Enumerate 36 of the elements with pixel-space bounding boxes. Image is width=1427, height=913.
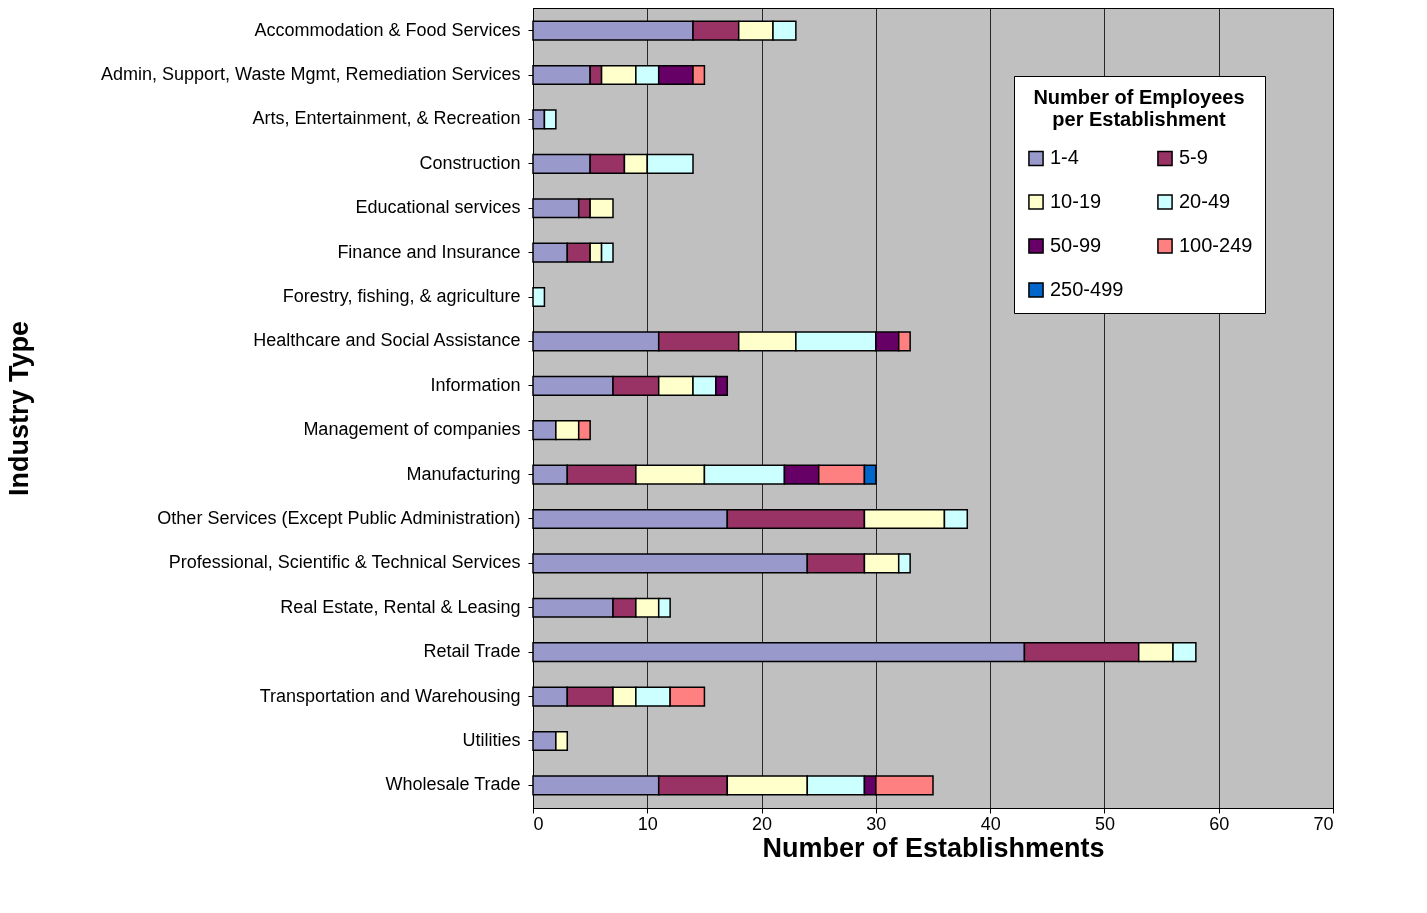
y-tick-label: Professional, Scientific & Technical Services	[168, 552, 521, 573]
y-tick-label: Utilities	[462, 729, 521, 750]
y-tick-label: Educational services	[355, 197, 521, 218]
legend-label: 20-49	[1179, 190, 1231, 212]
legend-label: 250-499	[1050, 278, 1124, 300]
x-tick-label: 30	[866, 813, 887, 834]
y-tick-label: Forestry, fishing, & agriculture	[282, 286, 521, 307]
legend-title: Number of Employees per Establishment	[1033, 86, 1245, 130]
y-tick-label: Healthcare and Social Assistance	[253, 330, 521, 351]
y-axis-title: Industry Type	[3, 320, 34, 497]
legend-label: 1-4	[1050, 146, 1079, 169]
y-tick-label: Wholesale Trade	[385, 774, 521, 795]
y-tick-label: Accommodation & Food Services	[254, 19, 521, 40]
y-tick-label: Retail Trade	[423, 641, 521, 662]
y-tick-label: Finance and Insurance	[337, 241, 521, 262]
x-tick-label: 20	[752, 813, 773, 834]
y-tick-label: Manufacturing	[406, 463, 521, 484]
x-tick-label: 70	[1313, 813, 1334, 834]
legend-label: 50-99	[1050, 234, 1102, 256]
y-tick-label: Real Estate, Rental & Leasing	[280, 596, 521, 617]
x-tick-label: 40	[980, 813, 1001, 834]
y-tick-label: Management of companies	[303, 419, 521, 440]
y-tick-label: Construction	[419, 152, 521, 173]
x-tick-label: 60	[1209, 813, 1230, 834]
x-tick-label: 0	[533, 813, 544, 834]
legend-label: 5-9	[1179, 146, 1208, 169]
y-tick-label: Transportation and Warehousing	[259, 685, 521, 706]
legend-label: 10-19	[1050, 190, 1102, 212]
x-tick-label: 50	[1094, 813, 1115, 834]
y-tick-label: Other Services (Except Public Administration)	[157, 507, 521, 528]
x-tick-label: 10	[637, 813, 658, 834]
x-axis-title: Number of Establishments	[762, 832, 1105, 863]
legend-label: 100-249	[1179, 234, 1253, 256]
y-tick-label: Admin, Support, Waste Mgmt, Remediation Services	[101, 64, 521, 85]
y-tick-label: Arts, Entertainment, & Recreation	[252, 108, 521, 129]
y-tick-label: Information	[430, 374, 521, 395]
